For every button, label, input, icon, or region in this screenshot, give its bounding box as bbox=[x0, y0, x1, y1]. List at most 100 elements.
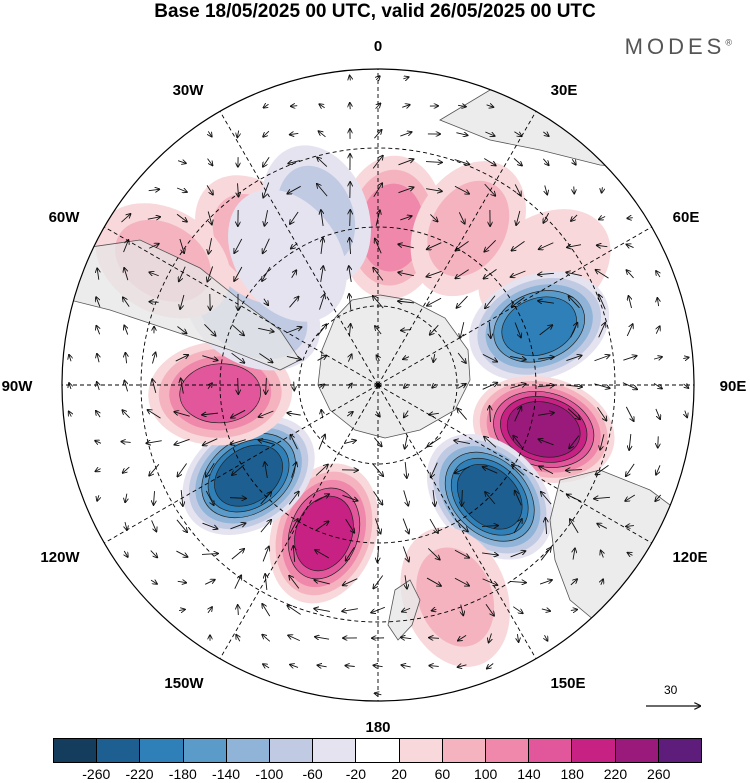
wind-arrow bbox=[151, 520, 157, 531]
wind-arrow bbox=[259, 353, 272, 362]
wind-arrow bbox=[567, 245, 582, 248]
anomaly-contour bbox=[179, 363, 262, 424]
wind-arrow bbox=[290, 665, 299, 668]
lon-label-30e: 30E bbox=[551, 82, 578, 99]
wind-arrow bbox=[566, 272, 582, 277]
south-pole-marker bbox=[376, 383, 380, 387]
wind-arrow bbox=[263, 182, 270, 197]
brand-logo: MODES® bbox=[624, 34, 732, 59]
wind-arrow bbox=[314, 609, 330, 612]
wind-arrow bbox=[625, 494, 636, 501]
wind-arrow bbox=[458, 212, 464, 223]
wind-arrow bbox=[433, 490, 435, 506]
wind-arrow bbox=[486, 105, 494, 107]
wind-arrow bbox=[569, 296, 580, 309]
wind-arrow bbox=[539, 325, 553, 336]
wind-arrow bbox=[258, 440, 274, 445]
wind-arrow bbox=[570, 579, 577, 586]
wind-arrow bbox=[315, 550, 330, 559]
wind-arrow bbox=[457, 384, 466, 389]
wind-arrow bbox=[602, 187, 603, 193]
wind-arrow bbox=[291, 243, 298, 248]
wind-arrow bbox=[626, 463, 635, 476]
wind-arrow bbox=[350, 210, 351, 227]
wind-arrow bbox=[259, 410, 274, 417]
lon-label-60e: 60E bbox=[673, 209, 700, 226]
wind-arrow bbox=[622, 382, 637, 390]
reference-vector-label: 30 bbox=[664, 683, 678, 697]
wind-arrow bbox=[179, 609, 185, 610]
colorbar-cell bbox=[356, 739, 400, 762]
wind-arrow bbox=[229, 498, 246, 499]
wind-arrow bbox=[373, 268, 384, 281]
wind-arrow bbox=[349, 324, 350, 337]
wind-arrow bbox=[263, 130, 270, 137]
wind-arrow bbox=[208, 238, 213, 254]
wind-arrow bbox=[684, 384, 689, 388]
wind-arrow bbox=[403, 357, 410, 360]
wind-arrow bbox=[342, 494, 357, 500]
wind-arrow bbox=[176, 187, 187, 192]
wind-arrow bbox=[484, 240, 496, 251]
wind-arrow bbox=[516, 210, 521, 225]
colorbar-cell bbox=[270, 739, 314, 762]
wind-arrow bbox=[97, 382, 99, 391]
wind-arrow bbox=[655, 408, 660, 419]
wind-arrow bbox=[457, 352, 466, 363]
wind-arrow bbox=[205, 490, 213, 505]
wind-arrow bbox=[460, 322, 465, 338]
wind-arrow bbox=[513, 436, 524, 449]
map-border bbox=[61, 68, 695, 702]
wind-arrow bbox=[95, 469, 101, 472]
wind-arrow bbox=[350, 76, 351, 81]
wind-arrow bbox=[594, 383, 609, 388]
wind-arrow bbox=[317, 665, 327, 667]
wind-arrow bbox=[485, 604, 494, 615]
wind-arrow bbox=[462, 489, 463, 506]
wind-arrow bbox=[401, 637, 412, 638]
colorbar-tick-label: -20 bbox=[345, 766, 366, 782]
wind-arrow bbox=[289, 297, 298, 308]
wind-arrow bbox=[148, 189, 160, 190]
colorbar-cell bbox=[572, 739, 616, 762]
wind-arrow bbox=[121, 214, 130, 223]
wind-arrow bbox=[260, 492, 271, 505]
wind-arrow bbox=[317, 184, 328, 197]
wind-arrow bbox=[511, 270, 526, 277]
wind-arrow bbox=[204, 323, 215, 335]
wind-arrow bbox=[429, 666, 439, 667]
wind-arrow bbox=[398, 301, 415, 303]
wind-arrow bbox=[458, 665, 467, 667]
wind-arrow bbox=[510, 551, 526, 558]
wind-arrow bbox=[96, 411, 100, 418]
wind-arrow bbox=[238, 183, 239, 196]
wind-arrow bbox=[149, 272, 159, 276]
wind-arrow bbox=[458, 634, 467, 640]
wind-arrow bbox=[319, 131, 326, 138]
wind-arrow bbox=[201, 554, 218, 555]
wind-arrow bbox=[597, 524, 607, 529]
wind-arrow bbox=[291, 462, 297, 478]
wind-arrow bbox=[286, 356, 301, 359]
wind-arrow bbox=[454, 159, 470, 165]
wind-arrow bbox=[570, 323, 578, 338]
wind-arrow bbox=[514, 322, 521, 338]
wind-arrow bbox=[429, 638, 440, 639]
meridian-line bbox=[219, 111, 379, 386]
wind-arrow bbox=[288, 492, 299, 505]
wind-arrow bbox=[125, 521, 127, 530]
wind-arrow bbox=[315, 637, 330, 639]
wind-arrow bbox=[539, 466, 554, 475]
wind-arrow bbox=[487, 663, 494, 668]
wind-arrow bbox=[204, 580, 215, 585]
wind-arrow bbox=[656, 271, 660, 278]
wind-arrow bbox=[401, 665, 411, 667]
wind-arrow bbox=[202, 522, 218, 529]
wind-arrow bbox=[538, 413, 554, 416]
wind-arrow bbox=[655, 494, 662, 501]
anomaly-contour bbox=[416, 547, 495, 647]
wind-arrow bbox=[237, 130, 238, 138]
wind-arrow bbox=[454, 185, 469, 193]
wind-arrow bbox=[543, 132, 548, 136]
wind-arrow bbox=[595, 464, 609, 474]
